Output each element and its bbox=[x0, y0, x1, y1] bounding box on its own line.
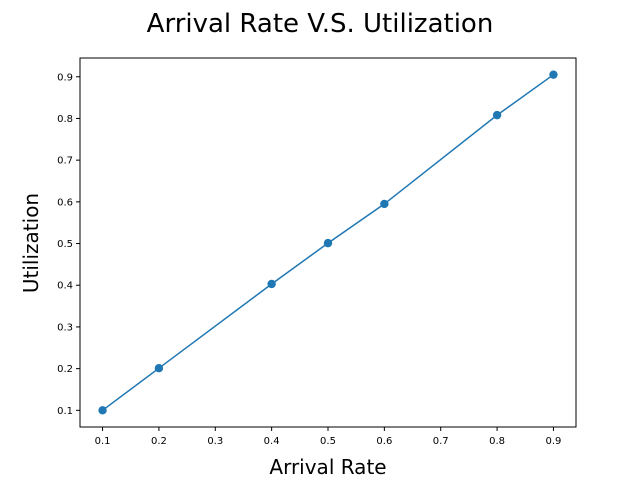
y-tick-label: 0.8 bbox=[57, 114, 73, 125]
y-tick-label: 0.2 bbox=[57, 364, 73, 375]
data-point bbox=[549, 70, 558, 79]
x-tick-label: 0.4 bbox=[264, 436, 280, 447]
y-tick-label: 0.5 bbox=[57, 239, 73, 250]
data-point bbox=[98, 406, 107, 415]
series-group bbox=[98, 70, 558, 415]
y-axis-title: Utilization bbox=[19, 193, 43, 293]
data-point bbox=[267, 279, 276, 289]
x-tick-label: 0.3 bbox=[207, 436, 223, 447]
x-tick-label: 0.6 bbox=[376, 436, 392, 447]
x-tick-label: 0.2 bbox=[151, 436, 167, 447]
chart-title: Arrival Rate V.S. Utilization bbox=[147, 9, 494, 39]
x-axis: 0.1 0.2 0.3 0.4 0.5 0.6 0.7 0.8 0.9 bbox=[95, 427, 562, 447]
y-tick-label: 0.4 bbox=[57, 281, 73, 292]
x-tick-label: 0.1 bbox=[95, 436, 111, 447]
y-tick-label: 0.3 bbox=[57, 322, 73, 333]
y-tick-label: 0.1 bbox=[57, 406, 73, 417]
y-tick-label: 0.6 bbox=[57, 197, 73, 208]
data-point bbox=[492, 110, 502, 120]
data-point bbox=[154, 364, 164, 373]
x-tick-label: 0.9 bbox=[546, 436, 562, 447]
plot-area: 0.1 0.2 0.3 0.4 0.5 0.6 0.7 0.8 0.9 0.1 0.2 0.3 0.4… bbox=[57, 57, 577, 447]
x-tick-label: 0.5 bbox=[320, 436, 336, 447]
x-tick-label: 0.8 bbox=[489, 436, 505, 447]
y-axis: 0.1 0.2 0.3 0.4 0.5 0.6 0.7 0.8 0.9 bbox=[57, 72, 80, 417]
y-tick-label: 0.7 bbox=[57, 156, 73, 167]
x-tick-label: 0.7 bbox=[433, 436, 449, 447]
data-point bbox=[380, 199, 389, 209]
x-axis-title: Arrival Rate bbox=[269, 455, 386, 479]
data-point bbox=[323, 238, 333, 248]
y-tick-label: 0.9 bbox=[57, 72, 73, 83]
